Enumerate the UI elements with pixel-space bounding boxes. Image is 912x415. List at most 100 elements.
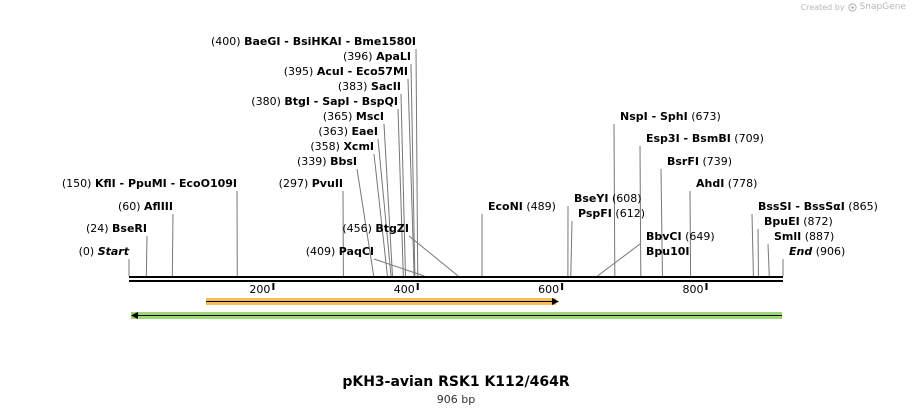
- site-position: (339): [297, 155, 330, 168]
- site-label: (409) PaqCI: [306, 245, 374, 258]
- site-start[interactable]: (0) Start: [79, 245, 130, 258]
- site-name: AflIII: [144, 200, 173, 213]
- site-bpuei[interactable]: BpuEI (872): [764, 215, 833, 228]
- site-label: (365) MscI: [323, 110, 384, 123]
- site-afliii[interactable]: (60) AflIII: [118, 200, 173, 213]
- site-label: (400) BaeGI - BsiHKAI - Bme1580I: [211, 35, 416, 48]
- site-label: SmlI (887): [774, 230, 834, 243]
- site-position: (673): [688, 110, 721, 123]
- site-name: BbsI: [330, 155, 357, 168]
- site-line: [639, 145, 642, 277]
- site-position: (887): [801, 230, 834, 243]
- site-position: (380): [251, 95, 284, 108]
- site-baegi[interactable]: (400) BaeGI - BsiHKAI - Bme1580I: [211, 35, 416, 48]
- site-line: [613, 123, 616, 277]
- site-label: (339) BbsI: [297, 155, 357, 168]
- site-position: (872): [800, 215, 833, 228]
- site-labels: (400) BaeGI - BsiHKAI - Bme1580I (396) Ap…: [62, 35, 878, 258]
- site-name: MscI: [356, 110, 384, 123]
- site-label: (383) SacII: [338, 80, 401, 93]
- site-name: BsrFI: [667, 155, 699, 168]
- site-name: PspFI: [578, 207, 612, 220]
- site-label: BssSI - BssSαI (865): [758, 200, 878, 213]
- site-label: NspI - SphI (673): [620, 110, 721, 123]
- map-subtitle: 906 bp: [436, 393, 476, 406]
- site-position: (365): [323, 110, 356, 123]
- credit: Created by SnapGene: [801, 2, 906, 12]
- site-line: [597, 243, 641, 277]
- site-xcmi[interactable]: (358) XcmI: [310, 140, 374, 153]
- site-label: (24) BseRI: [86, 222, 147, 235]
- site-paqci[interactable]: (409) PaqCI: [306, 245, 374, 258]
- site-bsssi[interactable]: BssSI - BssSαI (865): [758, 200, 878, 213]
- site-name: PvuII: [312, 177, 343, 190]
- site-apali[interactable]: (396) ApaLI: [343, 50, 411, 63]
- site-label: End (906): [789, 245, 845, 258]
- site-msci[interactable]: (365) MscI: [323, 110, 384, 123]
- site-name: BpuEI: [764, 215, 800, 228]
- orange-feature[interactable]: [206, 298, 559, 305]
- site-name-3: EcoO109I: [179, 177, 237, 190]
- site-btgi[interactable]: (380) BtgI - SapI - BspQI: [251, 95, 398, 108]
- site-label: BsrFI (739): [667, 155, 732, 168]
- site-position: (24): [86, 222, 112, 235]
- site-label: BseYI (608): [574, 192, 642, 205]
- site-smli[interactable]: SmlI (887): [774, 230, 834, 243]
- site-line: [767, 243, 770, 277]
- site-acui[interactable]: (395) AcuI - Eco57MI: [284, 65, 408, 78]
- site-name-2: Eco57MI: [356, 65, 408, 78]
- site-position: (906): [812, 245, 845, 258]
- ruler-tick-label: 200: [249, 283, 270, 296]
- green-feature[interactable]: [131, 312, 782, 319]
- site-bbvci[interactable]: BbvCI (649) Bpu10I: [646, 230, 715, 258]
- site-name-3: BspQI: [362, 95, 398, 108]
- site-name: BseYI: [574, 192, 608, 205]
- site-bseri[interactable]: (24) BseRI: [86, 222, 147, 235]
- site-end[interactable]: End (906): [789, 245, 845, 258]
- site-name: BssSI: [758, 200, 792, 213]
- site-bbsi[interactable]: (339) BbsI: [297, 155, 357, 168]
- site-name-2: PpuMI: [128, 177, 167, 190]
- site-name: KflI: [95, 177, 116, 190]
- site-eaei[interactable]: (363) EaeI: [318, 125, 378, 138]
- site-name: Esp3I: [646, 132, 680, 145]
- site-econi[interactable]: EcoNI (489): [488, 200, 556, 213]
- site-label: (380) BtgI - SapI - BspQI: [251, 95, 398, 108]
- site-position: (409): [306, 245, 339, 258]
- site-name: SacII: [371, 80, 401, 93]
- site-position: (649): [682, 230, 715, 243]
- site-bseyi[interactable]: BseYI (608): [574, 192, 642, 205]
- site-position: (297): [279, 177, 312, 190]
- site-name: BtgI: [284, 95, 310, 108]
- site-name: ApaLI: [376, 50, 411, 63]
- site-position: (608): [608, 192, 641, 205]
- site-name-2: BsmBI: [692, 132, 731, 145]
- credit-text: Created by: [800, 2, 845, 12]
- site-line: [397, 108, 404, 277]
- site-sacii[interactable]: (383) SacII: [338, 80, 401, 93]
- site-name: PaqCI: [339, 245, 374, 258]
- site-lines: [128, 48, 784, 277]
- site-name: BbvCI: [646, 230, 682, 243]
- site-pspfi[interactable]: PspFI (612): [578, 207, 645, 220]
- site-ahdi[interactable]: AhdI (778): [696, 177, 757, 190]
- site-label: (150) KflI - PpuMI - EcoO109I: [62, 177, 237, 190]
- site-nspi[interactable]: NspI - SphI (673): [620, 110, 721, 123]
- site-esp3i[interactable]: Esp3I - BsmBI (709): [646, 132, 764, 145]
- credit-brand: SnapGene: [859, 2, 906, 12]
- site-label: EcoNI (489): [488, 200, 556, 213]
- site-bsrfi[interactable]: BsrFI (739): [667, 155, 732, 168]
- map-title: pKH3-avian RSK1 K112/464R: [342, 374, 570, 390]
- site-btgzi[interactable]: (456) BtgZI: [342, 222, 409, 235]
- site-label: BbvCI (649): [646, 230, 715, 243]
- site-position: (395): [284, 65, 317, 78]
- site-name: AcuI: [317, 65, 344, 78]
- ruler-tick-label: 800: [682, 283, 703, 296]
- site-line: [570, 220, 573, 277]
- site-kfli[interactable]: (150) KflI - PpuMI - EcoO109I: [62, 177, 237, 190]
- site-line: [373, 258, 425, 277]
- site-name: NspI: [620, 110, 648, 123]
- site-position: (60): [118, 200, 144, 213]
- site-pvuii[interactable]: (297) PvuII: [279, 177, 343, 190]
- site-name-2: BssSαI: [804, 200, 845, 213]
